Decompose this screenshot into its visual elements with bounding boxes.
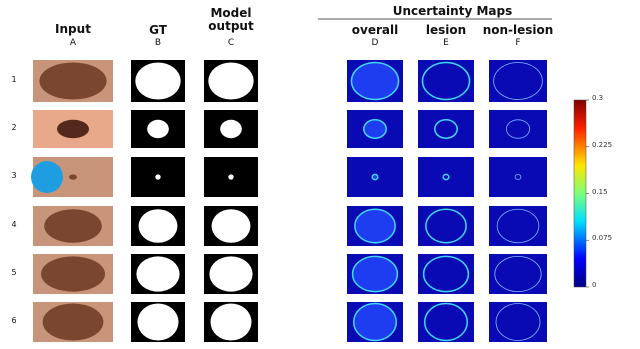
mask-blob (137, 303, 179, 341)
boundary (494, 255, 542, 292)
colorbar-tick-label: 0.225 (592, 140, 613, 149)
boundary (422, 255, 470, 293)
column-title: lesion (425, 23, 467, 37)
boundary (371, 173, 379, 181)
fill (372, 174, 378, 180)
boundary (352, 302, 398, 342)
boundary (514, 173, 522, 181)
row-label: 2 (11, 123, 17, 132)
mask-blob (210, 303, 252, 341)
uncertainty-map (418, 254, 474, 294)
fill (351, 62, 399, 100)
boundary (496, 208, 540, 244)
uncertainty-map (489, 254, 547, 294)
column-letter: C (227, 38, 235, 48)
uncertainty-map (418, 60, 474, 102)
patch (31, 161, 63, 193)
colorbar-tick-label: 0 (592, 281, 597, 289)
uncertainty-map (489, 302, 547, 342)
mask-blob (228, 174, 234, 180)
fill (352, 256, 398, 292)
mask-blob (220, 119, 242, 139)
column-title: GT (149, 23, 167, 37)
uncertainty-map (418, 206, 474, 246)
row-label: 3 (11, 171, 17, 180)
uncertainty-map (489, 110, 547, 148)
column-title: overall (351, 23, 399, 37)
lesion (69, 174, 77, 180)
fill (353, 303, 397, 341)
boundary (423, 302, 469, 342)
boundary (363, 119, 387, 139)
boundary (421, 61, 471, 101)
row-label: 1 (11, 75, 17, 84)
fill (363, 119, 387, 139)
uncertainty-map (489, 60, 547, 102)
lesion (42, 303, 104, 341)
uncertainty-map (489, 157, 547, 197)
column-title: Model output (208, 6, 254, 33)
lesion (44, 209, 102, 243)
mask-blob (138, 209, 178, 243)
boundary (495, 303, 541, 341)
boundary (442, 173, 450, 181)
mask-blob (211, 209, 251, 243)
group-title: Uncertainty Maps (392, 4, 513, 18)
boundary (493, 62, 543, 100)
column-letter: D (371, 38, 379, 48)
lesion (57, 119, 89, 139)
mask-blob (135, 62, 181, 100)
boundary (425, 208, 467, 244)
column-title: Input (55, 22, 91, 36)
lesion (41, 256, 105, 292)
boundary (351, 255, 399, 293)
mask-blob (208, 62, 254, 100)
row-label: 4 (11, 220, 17, 229)
mask-blob (136, 256, 180, 292)
column-title: non-lesion (482, 23, 554, 37)
column-letter: F (515, 38, 521, 48)
colorbar-tick-label: 0.15 (592, 187, 608, 196)
column-letter: A (69, 38, 77, 48)
mask-blob (155, 174, 161, 180)
boundary (505, 119, 530, 139)
boundary (350, 61, 400, 101)
colorbar-tick-label: 0.075 (592, 234, 613, 243)
mask-blob (147, 119, 169, 139)
column-letter: B (154, 38, 162, 48)
lesion (39, 62, 107, 100)
row-label: 5 (11, 268, 17, 277)
colorbar (573, 99, 587, 288)
mask-blob (209, 256, 253, 292)
uncertainty-map (418, 302, 474, 342)
colorbar-tick-label: 0.3 (592, 94, 604, 102)
row-label: 6 (11, 316, 17, 325)
column-letter: E (443, 38, 449, 48)
boundary (354, 208, 396, 244)
boundary (434, 119, 458, 139)
uncertainty-map (489, 206, 547, 246)
uncertainty-map (418, 110, 474, 148)
fill (354, 209, 396, 243)
uncertainty-map (418, 157, 474, 197)
